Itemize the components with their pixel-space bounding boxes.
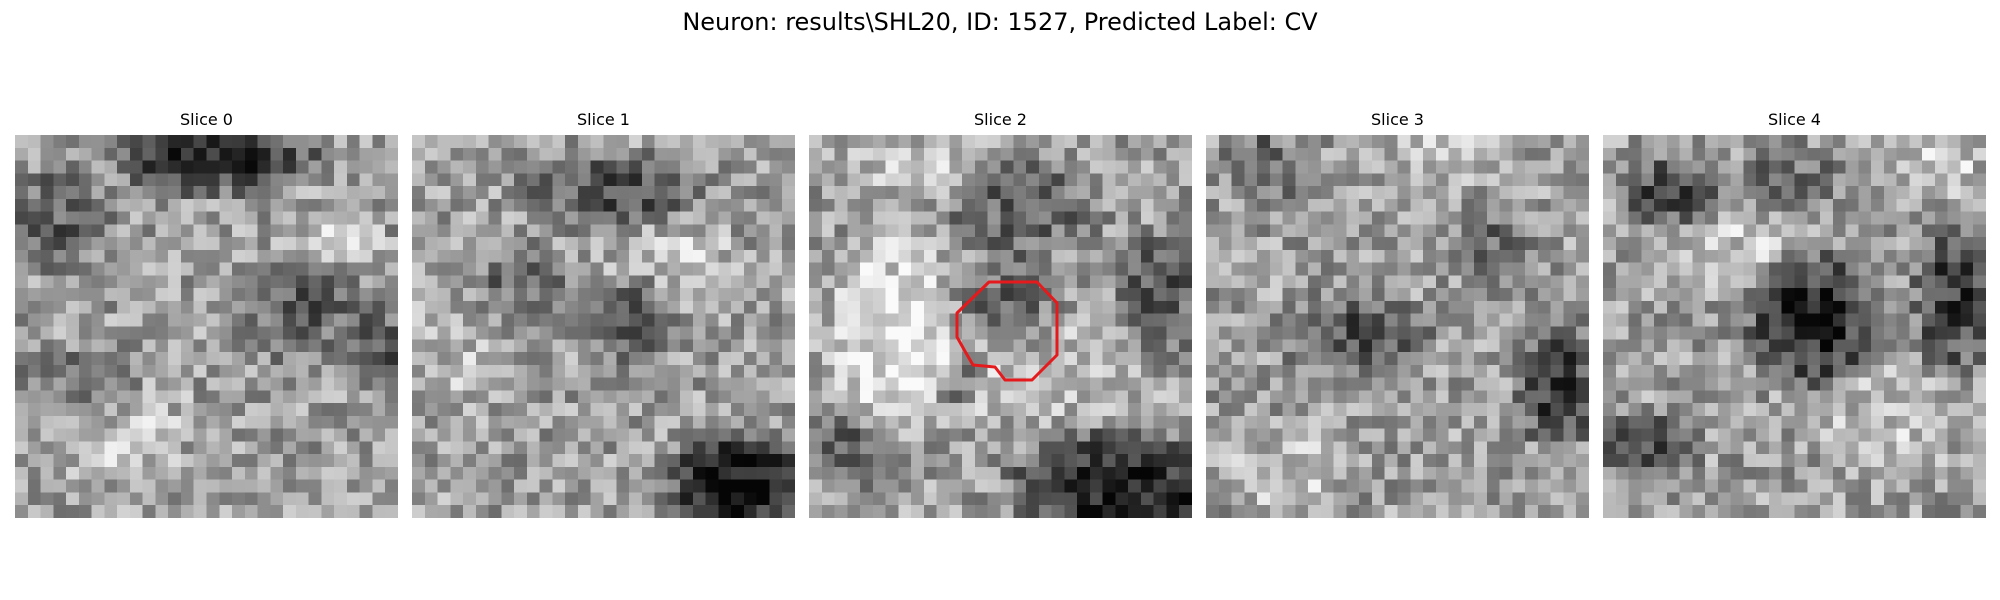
slice-panel-4: Slice 4 <box>1603 108 1986 518</box>
slice-panel-2: Slice 2 <box>809 108 1192 518</box>
slice-image-2 <box>809 135 1192 518</box>
slice-panel-1: Slice 1 <box>412 108 795 518</box>
slice-title-3: Slice 3 <box>1371 110 1424 129</box>
slice-title-2: Slice 2 <box>974 110 1027 129</box>
slice-panel-3: Slice 3 <box>1206 108 1589 518</box>
slice-image-1 <box>412 135 795 518</box>
slice-title-1: Slice 1 <box>577 110 630 129</box>
slice-title-0: Slice 0 <box>180 110 233 129</box>
slice-panel-0: Slice 0 <box>15 108 398 518</box>
slice-image-4 <box>1603 135 1986 518</box>
neuron-contour <box>955 280 1059 382</box>
slice-image-0 <box>15 135 398 518</box>
slice-image-3 <box>1206 135 1589 518</box>
slice-title-4: Slice 4 <box>1768 110 1821 129</box>
figure-title: Neuron: results\SHL20, ID: 1527, Predict… <box>682 8 1318 36</box>
